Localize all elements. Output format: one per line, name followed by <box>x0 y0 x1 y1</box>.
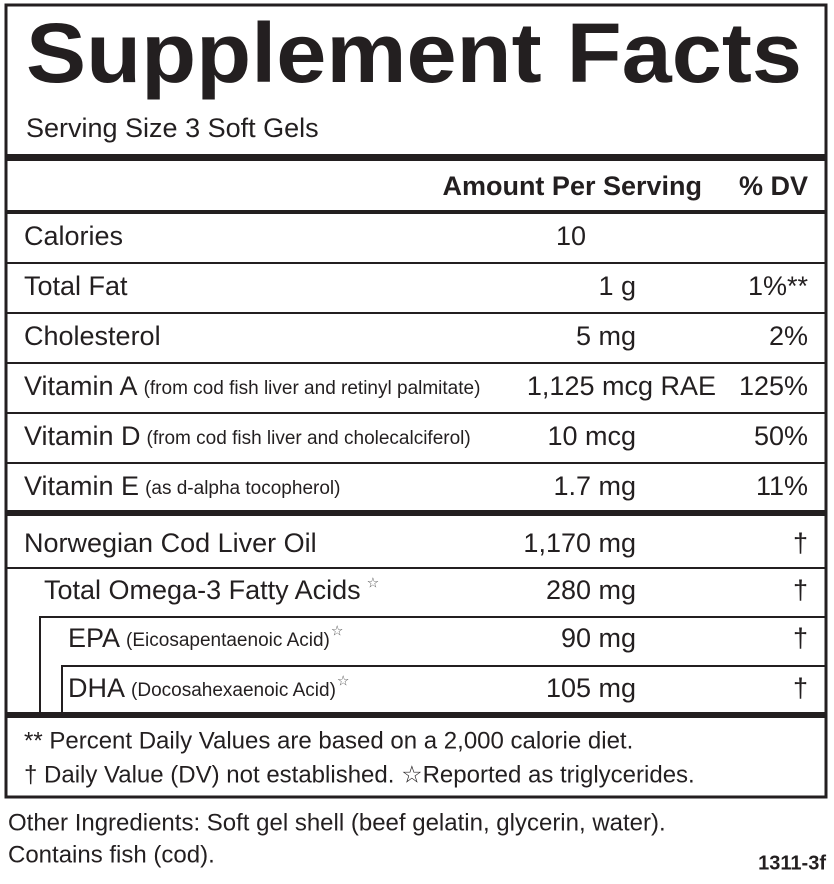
product-code: 1311-3f <box>758 852 826 874</box>
row-rule <box>6 567 826 569</box>
nutrient-name: Calories <box>24 221 123 251</box>
daily-value: † <box>793 623 808 653</box>
nutrient-note: (Docosahexaenoic Acid) <box>131 680 336 701</box>
amount: 90 mg <box>561 623 636 653</box>
nutrient-note: (from cod fish liver and cholecalciferol… <box>147 428 471 449</box>
row-rule <box>40 616 826 618</box>
amount: 1,125 mcg RAE <box>527 371 716 401</box>
amount: 280 mg <box>546 575 636 605</box>
thick-rule <box>6 154 826 161</box>
nutrient-name: Total Omega-3 Fatty Acids <box>44 575 361 605</box>
rule <box>6 210 826 214</box>
title: Supplement Facts <box>26 6 802 100</box>
amount: 10 mcg <box>547 421 636 451</box>
thick-rule <box>6 712 826 718</box>
nutrient-note: (as d-alpha tocopherol) <box>145 478 340 499</box>
amount-header: Amount Per Serving <box>442 171 702 201</box>
star-mark: ☆ <box>367 575 380 591</box>
footnote: ** Percent Daily Values are based on a 2… <box>24 727 633 754</box>
nutrient-name: Vitamin E <box>24 471 139 501</box>
amount: 1.7 mg <box>553 471 636 501</box>
other-ingredients: Other Ingredients: Soft gel shell (beef … <box>8 809 666 836</box>
nutrient-name: Total Fat <box>24 271 128 301</box>
row-rule <box>6 462 826 464</box>
amount: 1 g <box>598 271 636 301</box>
amount: 10 <box>556 221 586 251</box>
row-rule <box>6 262 826 264</box>
thick-rule <box>6 510 826 516</box>
daily-value: 2% <box>769 321 808 351</box>
nutrient-name: DHA <box>68 673 125 703</box>
daily-value: 125% <box>739 371 808 401</box>
row-rule <box>6 312 826 314</box>
amount: 105 mg <box>546 673 636 703</box>
daily-value: † <box>793 673 808 703</box>
row-rule <box>6 362 826 364</box>
serving-size: Serving Size 3 Soft Gels <box>26 113 319 143</box>
daily-value: † <box>793 575 808 605</box>
nutrient-name: EPA <box>68 623 120 653</box>
daily-value: 1%** <box>748 271 809 301</box>
amount: 5 mg <box>576 321 636 351</box>
other-ingredients: Contains fish (cod). <box>8 841 215 868</box>
daily-value: 50% <box>754 421 808 451</box>
star-mark: ☆ <box>337 673 350 689</box>
label-border <box>4 3 828 799</box>
nutrient-name: Vitamin D <box>24 421 141 451</box>
amount: 1,170 mg <box>523 528 636 558</box>
nutrient-name: Vitamin A <box>24 371 138 401</box>
nutrient-name: Cholesterol <box>24 321 161 351</box>
daily-value: 11% <box>756 471 808 501</box>
row-rule <box>62 665 826 667</box>
nutrient-note: (Eicosapentaenoic Acid) <box>126 630 330 651</box>
daily-value: † <box>793 528 808 558</box>
nutrient-note: (from cod fish liver and retinyl palmita… <box>144 378 481 399</box>
star-mark: ☆ <box>331 623 344 639</box>
dv-header: % DV <box>739 171 808 201</box>
footnote: † Daily Value (DV) not established. ☆Rep… <box>24 761 695 788</box>
nutrient-name: Norwegian Cod Liver Oil <box>24 528 317 558</box>
row-rule <box>6 412 826 414</box>
